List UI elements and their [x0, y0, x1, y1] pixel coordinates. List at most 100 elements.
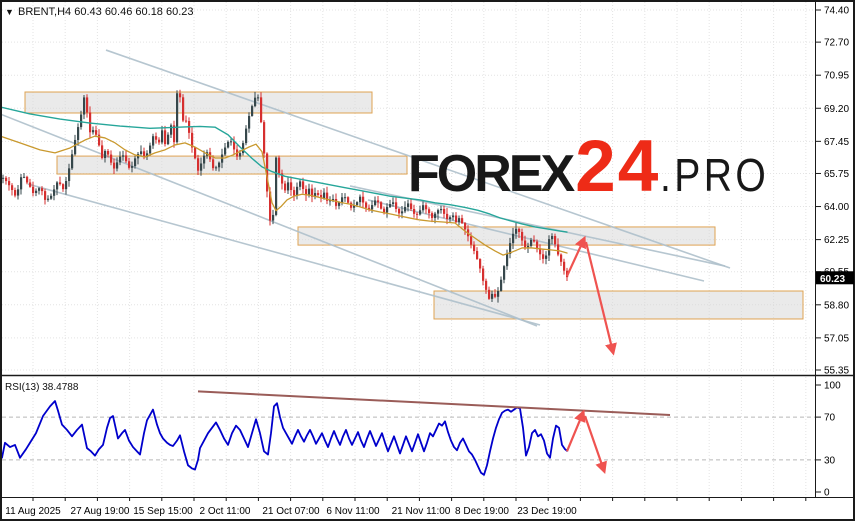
- candle-body: [251, 106, 254, 116]
- chart-marker-icon[interactable]: ▼: [5, 7, 14, 17]
- candle-body: [116, 162, 119, 169]
- candle-body: [557, 244, 560, 255]
- time-axis-label: 2 Oct 11:00: [200, 506, 251, 517]
- candle-body: [437, 210, 440, 214]
- candle-body: [449, 217, 452, 219]
- candle-body: [278, 157, 281, 174]
- candle-body: [248, 115, 251, 129]
- candle-body: [494, 293, 497, 297]
- rsi-axis-label: 100: [824, 381, 841, 392]
- time-axis-label: 6 Nov 11:00: [326, 506, 380, 517]
- candle-body: [83, 97, 86, 115]
- rsi-axis-label: 30: [824, 455, 836, 466]
- candle-body: [425, 205, 428, 210]
- candle-body: [476, 250, 479, 260]
- candle-body: [287, 182, 290, 191]
- candle-body: [551, 236, 554, 240]
- candle-body: [329, 200, 332, 202]
- rsi-forecast-arrow-up: [565, 409, 586, 452]
- candle-body: [446, 213, 449, 219]
- resistance-zone-lower: [297, 226, 716, 246]
- candle-body: [452, 215, 455, 218]
- forecast-arrow-up: [566, 235, 586, 277]
- candle-body: [374, 200, 377, 206]
- candle-body: [119, 156, 122, 163]
- candle-body: [230, 141, 233, 143]
- candle-body: [98, 134, 101, 146]
- candle-body: [74, 139, 77, 155]
- logo-pro-text: .PRO: [660, 149, 770, 201]
- candle-body: [101, 145, 104, 159]
- candle-body: [140, 151, 143, 154]
- candle-body: [482, 268, 485, 281]
- time-axis-label: 21 Oct 07:00: [262, 506, 320, 517]
- channel-line-5: [367, 199, 705, 282]
- logo-24-text: 24: [575, 126, 661, 207]
- candle-body: [263, 122, 266, 154]
- candle-body: [560, 254, 563, 262]
- candle-body: [479, 259, 482, 269]
- candle-body: [392, 202, 395, 205]
- candle-body: [530, 239, 533, 246]
- candle-body: [173, 125, 176, 143]
- logo-forex-text: FOREX: [408, 145, 575, 203]
- candle-body: [179, 93, 182, 98]
- candle-body: [299, 181, 302, 187]
- candle-body: [359, 196, 362, 203]
- price-axis-label: 70.95: [824, 71, 849, 82]
- candle-body: [122, 155, 125, 157]
- candle-body: [203, 155, 206, 164]
- candle-body: [131, 166, 134, 168]
- candle-body: [320, 194, 323, 199]
- candle-body: [266, 153, 269, 192]
- price-axis-label: 65.75: [824, 169, 849, 180]
- candle-body: [362, 196, 365, 203]
- rsi-trendline: [197, 390, 671, 416]
- rsi-indicator-pane: [1, 390, 815, 476]
- candle-body: [38, 188, 41, 191]
- candle-body: [56, 182, 59, 190]
- candle-body: [242, 143, 245, 154]
- candle-body: [11, 185, 14, 191]
- candle-body: [422, 205, 425, 211]
- candle-body: [224, 147, 227, 155]
- candle-body: [554, 236, 557, 245]
- candle-body: [212, 159, 215, 169]
- candle-body: [317, 193, 320, 195]
- candle-body: [542, 254, 545, 259]
- candle-body: [302, 181, 305, 190]
- candle-body: [197, 158, 200, 171]
- candle-body: [2, 177, 5, 179]
- candle-body: [50, 195, 53, 199]
- candle-body: [485, 280, 488, 290]
- candle-body: [500, 279, 503, 291]
- candle-body: [341, 197, 344, 203]
- price-axis-label: 57.05: [824, 333, 849, 344]
- candle-body: [539, 248, 542, 255]
- candle-body: [47, 198, 50, 200]
- price-axis-label: 64.00: [824, 202, 849, 213]
- candle-body: [239, 153, 242, 157]
- candle-body: [431, 213, 434, 218]
- candle-body: [389, 204, 392, 208]
- candle-body: [308, 188, 311, 196]
- candle-body: [545, 255, 548, 259]
- channel-line-3: [27, 183, 541, 326]
- candle-body: [407, 203, 410, 208]
- candle-body: [41, 188, 44, 192]
- grid: [2, 2, 815, 496]
- candle-body: [518, 228, 521, 233]
- candle-body: [68, 168, 71, 181]
- candle-body: [347, 197, 350, 203]
- candle-body: [371, 205, 374, 210]
- candle-body: [272, 214, 275, 221]
- candle-body: [161, 130, 164, 143]
- candle-body: [515, 228, 518, 234]
- rsi-forecast-arrow-down: [583, 415, 607, 475]
- candle-body: [62, 184, 65, 190]
- candle-body: [353, 204, 356, 208]
